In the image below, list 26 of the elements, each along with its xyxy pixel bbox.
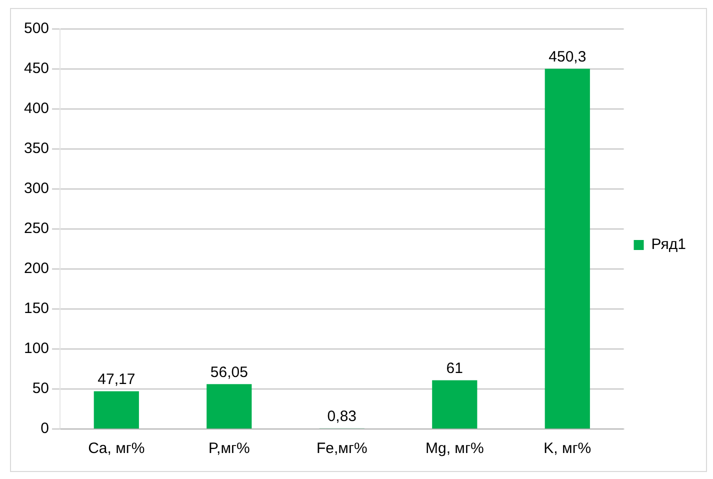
x-tick-label: Mg, мг% <box>426 440 484 458</box>
x-tick-label: K, мг% <box>544 440 592 458</box>
y-tick-label: 500 <box>24 20 50 38</box>
legend-label: Ряд1 <box>651 236 686 254</box>
y-tick-label: 150 <box>24 300 50 318</box>
x-tick-label: P,мг% <box>208 440 250 458</box>
text: 0,83 <box>327 408 357 425</box>
text: 47,17 <box>98 370 136 388</box>
y-tick-label: 350 <box>24 140 50 158</box>
y-tick-label: 200 <box>24 260 50 278</box>
bar <box>432 380 478 428</box>
y-tick-label: 50 <box>32 380 50 398</box>
bar <box>94 391 139 428</box>
y-tick-label: 450 <box>24 60 50 78</box>
bar <box>544 68 590 428</box>
x-tick-label: Ca, мг% <box>88 440 145 458</box>
y-tick-label: 0 <box>40 420 50 438</box>
y-tick-label: 100 <box>24 340 50 358</box>
y-tick-label: 400 <box>24 100 50 118</box>
text: 61 <box>446 360 463 377</box>
y-tick-label: 250 <box>24 220 50 238</box>
x-tick-label: Fe,мг% <box>316 440 368 458</box>
text: 450,3 <box>548 48 586 66</box>
bar <box>206 384 252 428</box>
text: 56,05 <box>210 364 248 381</box>
y-tick-label: 300 <box>24 180 50 198</box>
